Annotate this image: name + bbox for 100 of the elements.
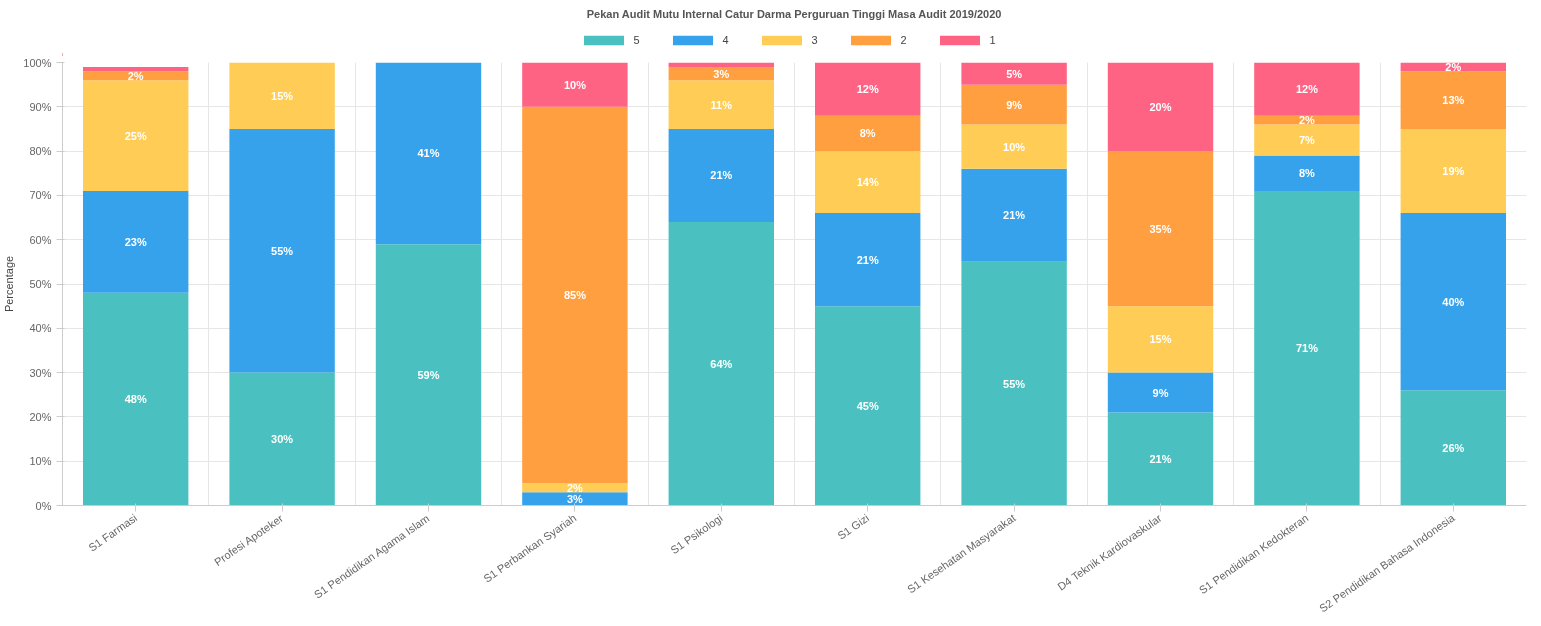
data-label: 10% — [1003, 140, 1026, 153]
bar — [961, 84, 1067, 125]
bar — [1107, 151, 1214, 307]
data-label: 8% — [1298, 167, 1316, 180]
bar — [815, 213, 921, 307]
data-label: 8% — [859, 127, 876, 140]
bar — [1254, 190, 1360, 506]
bar — [1107, 372, 1214, 413]
data-label: 2% — [1298, 114, 1316, 127]
data-label: 30% — [271, 433, 294, 446]
bar — [1254, 115, 1360, 125]
y-tick-label: 20% — [29, 410, 52, 423]
data-label: 21% — [856, 253, 879, 266]
y-tick-label: 70% — [29, 189, 52, 202]
y-axis-title: Percentage — [3, 255, 16, 313]
data-label: 5% — [1006, 67, 1023, 80]
data-label: 14% — [856, 176, 879, 189]
bar — [668, 80, 774, 129]
data-label: 25% — [124, 129, 147, 142]
data-label: 85% — [563, 289, 587, 302]
bar — [522, 62, 628, 107]
data-label: 45% — [856, 399, 879, 412]
data-label: 10% — [563, 78, 587, 91]
bar — [668, 128, 774, 222]
data-label: 19% — [1442, 165, 1465, 178]
bar — [815, 62, 921, 116]
bar — [1107, 306, 1214, 373]
data-label: 9% — [1006, 98, 1023, 111]
bar — [83, 71, 189, 81]
bar — [961, 261, 1067, 506]
bar — [1254, 124, 1360, 156]
data-label: 71% — [1295, 342, 1319, 355]
bar — [522, 483, 628, 493]
data-label: 21% — [710, 169, 733, 182]
legend-label: 5 — [633, 34, 641, 46]
bar — [815, 306, 921, 506]
data-label: 2% — [127, 69, 144, 82]
bar — [1400, 71, 1506, 129]
data-label: 2% — [1445, 60, 1462, 73]
data-label: 41% — [417, 147, 440, 160]
data-label: 21% — [1003, 209, 1026, 222]
data-label: 3% — [713, 67, 730, 80]
y-tick-label: 80% — [29, 145, 52, 158]
bar — [522, 106, 628, 484]
data-label: 12% — [856, 83, 879, 96]
data-label: 15% — [1149, 333, 1172, 346]
data-label: 35% — [1149, 222, 1172, 235]
bar — [83, 66, 189, 72]
y-tick-label: 100% — [23, 56, 52, 69]
bar — [1107, 412, 1214, 506]
legend-label: 2 — [900, 34, 908, 46]
bar — [1254, 62, 1360, 116]
bar — [668, 66, 774, 81]
bar — [375, 244, 482, 506]
data-label: 21% — [1149, 452, 1172, 465]
data-label: 3% — [566, 492, 584, 505]
data-label: 11% — [710, 98, 733, 111]
y-tick-label: 0% — [35, 499, 52, 512]
x-tick-label: S1 Gizi — [835, 511, 872, 542]
data-label: 26% — [1442, 441, 1465, 454]
bar — [83, 292, 189, 506]
data-label: 55% — [1003, 377, 1026, 390]
bar — [1400, 390, 1506, 506]
y-tick-label: 60% — [29, 233, 52, 246]
data-label: 48% — [124, 393, 147, 406]
data-label: 20% — [1149, 100, 1172, 113]
data-label: 40% — [1442, 295, 1465, 308]
y-tick-label: 50% — [29, 278, 52, 290]
y-tick-label: 10% — [29, 455, 52, 468]
bar — [1107, 62, 1214, 152]
data-label: 12% — [1295, 83, 1319, 96]
legend-label: 3 — [811, 34, 819, 46]
bar — [229, 62, 335, 129]
bar — [1400, 213, 1506, 391]
data-label: 15% — [271, 89, 294, 102]
data-label: 64% — [710, 357, 733, 370]
bar — [961, 168, 1067, 262]
bar — [83, 190, 189, 293]
bar — [815, 115, 921, 152]
bar — [1400, 128, 1506, 214]
bar — [961, 62, 1067, 85]
data-label: 55% — [271, 244, 294, 257]
bar — [375, 62, 482, 245]
bar — [1254, 155, 1360, 191]
bar — [522, 492, 628, 506]
legend-label: 1 — [989, 34, 997, 46]
bar — [83, 80, 189, 191]
data-label: 2% — [566, 481, 584, 494]
data-label: 23% — [124, 235, 147, 248]
data-label: 13% — [1442, 94, 1465, 107]
y-tick-label: 90% — [29, 100, 52, 113]
chart-title: Pekan Audit Mutu Internal Catur Darma Perguruan Tinggi Masa Audit 2019/2020 — [586, 7, 1002, 20]
bar — [961, 124, 1067, 169]
bar — [668, 221, 774, 506]
legend-label: 4 — [722, 34, 730, 46]
bar — [668, 62, 774, 67]
data-label: 59% — [417, 368, 440, 381]
bar — [229, 372, 335, 506]
bar — [229, 128, 335, 373]
y-tick-label: 40% — [29, 322, 52, 335]
